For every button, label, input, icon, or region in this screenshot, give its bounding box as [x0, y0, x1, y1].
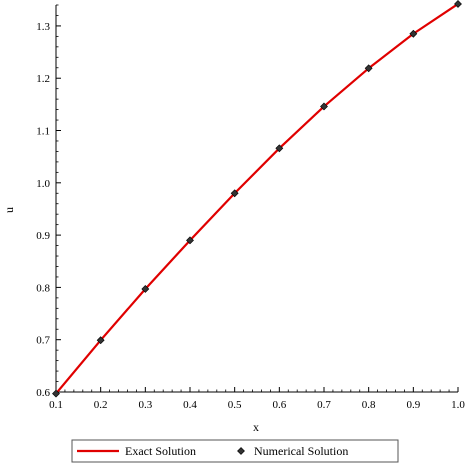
tick-marks: [55, 4, 459, 393]
numerical-solution-point: [320, 102, 328, 111]
exact-solution-line: [55, 3, 459, 395]
x-tick-label: 0.5: [228, 399, 242, 411]
numerical-solution-point: [52, 389, 60, 398]
y-tick-label: 0.8: [36, 282, 50, 294]
legend-box: [71, 439, 399, 463]
y-tick-label: 1.1: [36, 126, 50, 138]
x-tick-label: 1.0: [451, 399, 465, 411]
y-tick-label: 1.0: [36, 178, 50, 190]
x-tick-label: 0.4: [183, 399, 197, 411]
numerical-solution-point: [364, 64, 373, 73]
legend-label-exact: Exact Solution: [125, 444, 196, 458]
y-tick-label: 1.3: [36, 21, 50, 33]
axes: [55, 5, 458, 393]
numerical-solution-point: [96, 336, 105, 345]
y-axis-label: u: [2, 207, 16, 213]
series-layer: [52, 0, 462, 398]
numerical-solution-point: [275, 144, 284, 153]
legend-label-numerical: Numerical Solution: [254, 444, 348, 458]
legend-swatch-numerical: [237, 447, 245, 455]
x-tick-label: 0.8: [362, 399, 376, 411]
y-tick-label: 0.7: [36, 335, 50, 347]
y-tick-label: 0.9: [36, 230, 50, 242]
x-axis-label: x: [253, 420, 259, 434]
legend: Exact Solution Numerical Solution: [71, 439, 399, 463]
y-tick-label: 1.2: [36, 73, 50, 85]
numerical-solution-point: [454, 0, 462, 8]
numerical-solution-point: [409, 29, 418, 38]
x-tick-label: 0.1: [49, 399, 63, 411]
x-tick-label: 0.9: [406, 399, 420, 411]
x-tick-label: 0.3: [138, 399, 152, 411]
x-tick-label: 0.7: [317, 399, 331, 411]
x-tick-label: 0.6: [272, 399, 286, 411]
tick-labels: 0.1 0.2 0.3 0.4 0.5 0.6 0.7 0.8 0.9 1.0 0.6 0.7 0.8 0…: [36, 21, 465, 411]
y-tick-label: 0.6: [36, 387, 50, 399]
numerical-solution-point: [230, 189, 239, 198]
numerical-solution-point: [141, 285, 150, 293]
numerical-solution-point: [186, 236, 194, 245]
x-tick-label: 0.2: [94, 399, 108, 411]
